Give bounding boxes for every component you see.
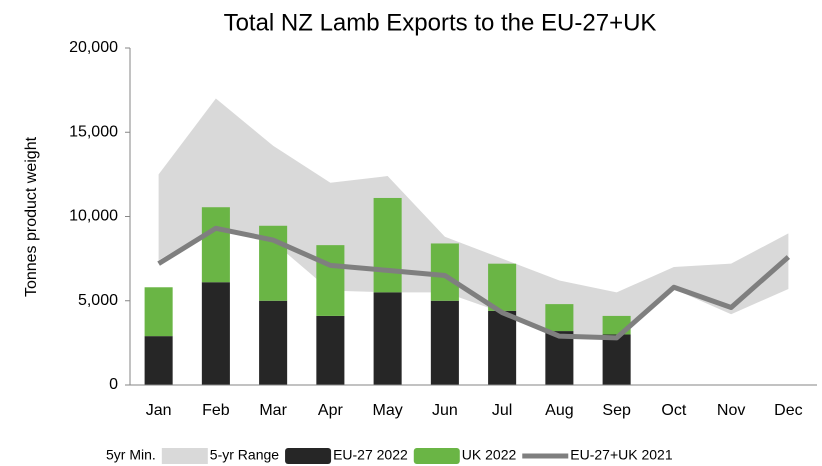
bar [430, 300, 459, 385]
bar [545, 331, 574, 385]
x-tick-label: Jan [146, 402, 172, 419]
x-tick-label: Jul [492, 402, 512, 419]
legend-swatch [285, 448, 332, 464]
bar [201, 282, 230, 385]
legend: 5yr Min. 5-yr Range EU-27 2022 UK 2022 EU-27… [58, 447, 673, 464]
bar [373, 197, 402, 293]
x-tick-label: Sep [602, 402, 631, 419]
x-tick-label: Jun [432, 402, 458, 419]
x-tick-label: Oct [661, 402, 686, 419]
bar [373, 292, 402, 385]
y-tick-label: 10,000 [69, 208, 118, 225]
x-tick-label: Mar [259, 402, 287, 419]
line [157, 225, 791, 341]
bar [316, 315, 345, 385]
bar [488, 310, 517, 385]
legend-label: 5-yr Range [210, 447, 279, 463]
y-tick-label: 5,000 [78, 292, 118, 309]
y-tick-label: 15,000 [69, 123, 118, 140]
bar [259, 300, 288, 385]
range-area [158, 226, 789, 385]
legend-swatch [413, 448, 460, 464]
bar [144, 336, 173, 385]
x-tick-label: Nov [717, 402, 745, 419]
x-tick-label: Apr [318, 402, 344, 419]
legend-label: EU-27+UK 2021 [570, 447, 673, 463]
legend-swatch [58, 448, 104, 464]
bar [144, 287, 173, 337]
bar [545, 304, 574, 332]
bar [602, 334, 631, 385]
x-tick-label: Feb [202, 402, 230, 419]
legend-label: UK 2022 [462, 447, 517, 463]
y-tick-label: 0 [109, 376, 118, 393]
bar [201, 207, 230, 283]
y-axis-title: Tonnes product weight [23, 136, 40, 297]
plot-area: 0 5,000 10,000 15,000 20,000 Jan Feb Mar Apr May J… [69, 39, 817, 419]
bar [430, 243, 459, 301]
legend-swatch [161, 448, 208, 464]
y-tick-label: 20,000 [69, 39, 118, 56]
bar [316, 245, 345, 316]
x-tick-label: Dec [774, 402, 802, 419]
x-tick-label: Aug [545, 402, 573, 419]
legend-label: 5yr Min. [106, 447, 156, 463]
bar [488, 263, 517, 311]
x-tick-label: May [373, 402, 403, 419]
legend-label: EU-27 2022 [333, 447, 408, 463]
chart-title: Total NZ Lamb Exports to the EU-27+UK [224, 9, 657, 36]
